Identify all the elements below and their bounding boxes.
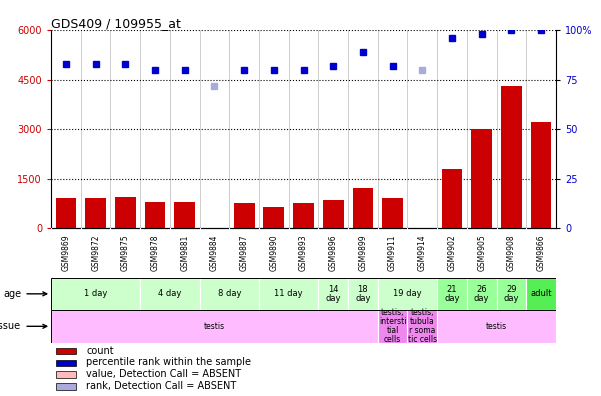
Text: GSM9869: GSM9869 bbox=[61, 234, 70, 271]
Bar bbox=[437, 310, 556, 343]
Bar bbox=[348, 278, 378, 310]
Text: GSM9896: GSM9896 bbox=[329, 234, 338, 271]
Bar bbox=[145, 202, 165, 228]
Text: value, Detection Call = ABSENT: value, Detection Call = ABSENT bbox=[87, 369, 242, 379]
Text: GSM9866: GSM9866 bbox=[537, 234, 546, 271]
Text: GDS409 / 109955_at: GDS409 / 109955_at bbox=[51, 17, 181, 30]
Bar bbox=[259, 278, 319, 310]
Bar bbox=[501, 86, 522, 228]
Bar bbox=[467, 278, 496, 310]
Text: testis: testis bbox=[486, 322, 507, 331]
Bar bbox=[56, 348, 76, 354]
Bar bbox=[526, 278, 556, 310]
Bar bbox=[263, 207, 284, 228]
Text: 18
day: 18 day bbox=[355, 285, 371, 303]
Text: percentile rank within the sample: percentile rank within the sample bbox=[87, 357, 251, 367]
Bar bbox=[56, 383, 76, 390]
Text: age: age bbox=[3, 289, 47, 299]
Text: GSM9875: GSM9875 bbox=[121, 234, 130, 271]
Bar bbox=[323, 200, 344, 228]
Bar bbox=[407, 310, 437, 343]
Bar bbox=[56, 371, 76, 378]
Bar bbox=[471, 129, 492, 228]
Text: GSM9902: GSM9902 bbox=[448, 234, 457, 271]
Bar bbox=[234, 203, 254, 228]
Text: 11 day: 11 day bbox=[274, 289, 303, 298]
Text: 19 day: 19 day bbox=[393, 289, 422, 298]
Text: GSM9908: GSM9908 bbox=[507, 234, 516, 271]
Text: GSM9881: GSM9881 bbox=[180, 235, 189, 271]
Bar bbox=[319, 278, 348, 310]
Bar bbox=[437, 278, 467, 310]
Bar bbox=[140, 278, 200, 310]
Text: count: count bbox=[87, 346, 114, 356]
Bar bbox=[378, 310, 407, 343]
Bar bbox=[51, 310, 378, 343]
Text: GSM9872: GSM9872 bbox=[91, 234, 100, 271]
Text: 21
day: 21 day bbox=[444, 285, 460, 303]
Bar bbox=[293, 203, 314, 228]
Bar bbox=[382, 198, 403, 228]
Text: rank, Detection Call = ABSENT: rank, Detection Call = ABSENT bbox=[87, 381, 237, 391]
Bar bbox=[174, 202, 195, 228]
Text: 29
day: 29 day bbox=[504, 285, 519, 303]
Text: GSM9893: GSM9893 bbox=[299, 234, 308, 271]
Text: 8 day: 8 day bbox=[218, 289, 241, 298]
Text: GSM9890: GSM9890 bbox=[269, 234, 278, 271]
Text: testis,
tubula
r soma
tic cells: testis, tubula r soma tic cells bbox=[407, 308, 437, 344]
Text: 4 day: 4 day bbox=[158, 289, 182, 298]
Bar bbox=[353, 188, 373, 228]
Text: adult: adult bbox=[530, 289, 552, 298]
Bar bbox=[378, 278, 437, 310]
Text: 14
day: 14 day bbox=[326, 285, 341, 303]
Bar bbox=[56, 360, 76, 366]
Bar bbox=[531, 122, 552, 228]
Bar bbox=[55, 198, 76, 228]
Bar bbox=[51, 278, 140, 310]
Text: GSM9887: GSM9887 bbox=[240, 234, 249, 271]
Bar bbox=[85, 198, 106, 228]
Bar bbox=[442, 169, 462, 228]
Text: GSM9878: GSM9878 bbox=[150, 234, 159, 271]
Bar bbox=[200, 278, 259, 310]
Text: GSM9911: GSM9911 bbox=[388, 234, 397, 271]
Bar bbox=[496, 278, 526, 310]
Text: testis,
intersti
tial
cells: testis, intersti tial cells bbox=[379, 308, 406, 344]
Text: GSM9899: GSM9899 bbox=[358, 234, 367, 271]
Text: GSM9914: GSM9914 bbox=[418, 234, 427, 271]
Text: GSM9905: GSM9905 bbox=[477, 234, 486, 271]
Text: tissue: tissue bbox=[0, 321, 47, 331]
Text: 1 day: 1 day bbox=[84, 289, 108, 298]
Text: testis: testis bbox=[204, 322, 225, 331]
Text: 26
day: 26 day bbox=[474, 285, 489, 303]
Text: GSM9884: GSM9884 bbox=[210, 234, 219, 271]
Bar bbox=[115, 197, 136, 228]
